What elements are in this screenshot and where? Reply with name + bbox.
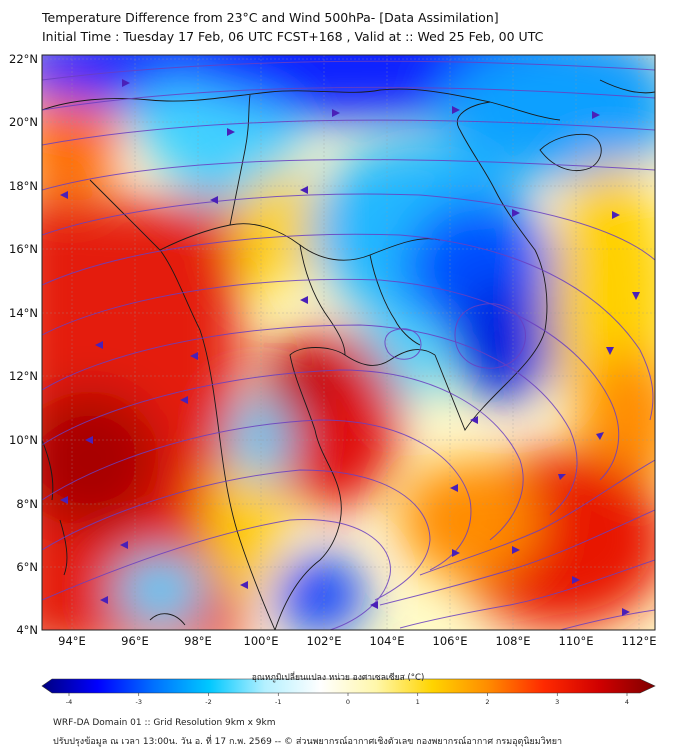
wind-streamlines [42,60,655,630]
colorbar-tick-label: -3 [136,698,142,706]
lon-label: 112°E [622,634,657,648]
map-title: Temperature Difference from 23°C and Win… [42,10,499,25]
lat-label: 18°N [9,179,38,193]
lon-label: 102°E [307,634,342,648]
lat-label: 16°N [9,242,38,256]
coastlines [42,79,655,630]
colorbar-tick-label: 1 [416,698,420,706]
temperature-field [42,55,655,630]
colorbar-tick-label: -1 [275,698,281,706]
wind-arrows [60,79,640,616]
lon-label: 98°E [184,634,212,648]
lat-label: 20°N [9,115,38,129]
lat-label: 14°N [9,306,38,320]
lon-label: 104°E [370,634,405,648]
footer-model-info: WRF-DA Domain 01 :: Grid Resolution 9km … [53,718,276,728]
lon-label: 100°E [244,634,279,648]
footer-update-info: ปรับปรุงข้อมูล ณ เวลา 13:00น. วัน อ. ที่… [53,737,563,747]
lon-label: 106°E [433,634,468,648]
colorbar-tick-label: 3 [555,698,559,706]
lat-label: 10°N [9,433,38,447]
lon-label: 96°E [121,634,149,648]
colorbar-tick-label: 0 [346,698,350,706]
plot-frame [41,54,656,631]
lat-label: 12°N [9,369,38,383]
lat-label: 4°N [16,623,38,637]
colorbar: -4 -3 -2 -1 0 1 2 3 4 [41,678,656,706]
lon-label: 94°E [58,634,86,648]
map-subtitle: Initial Time : Tuesday 17 Feb, 06 UTC FC… [42,29,544,44]
colorbar-tick-label: 4 [625,698,629,706]
lon-label: 108°E [496,634,531,648]
lat-label: 8°N [16,497,38,511]
lat-label: 6°N [16,560,38,574]
longitude-labels: 94°E 96°E 98°E 100°E 102°E 104°E 106°E 1… [58,634,656,648]
colorbar-tick-label: 2 [485,698,489,706]
lon-label: 110°E [559,634,594,648]
latitude-labels: 4°N 6°N 8°N 10°N 12°N 14°N 16°N 18°N 20°… [9,52,38,637]
colorbar-title: อุณหภูมิเปลี่ยนแปลง หน่วย องศาเซลเซียส (… [251,673,425,683]
lat-label: 22°N [9,52,38,66]
colorbar-tick-label: -4 [66,698,72,706]
colorbar-tick-label: -2 [205,698,211,706]
